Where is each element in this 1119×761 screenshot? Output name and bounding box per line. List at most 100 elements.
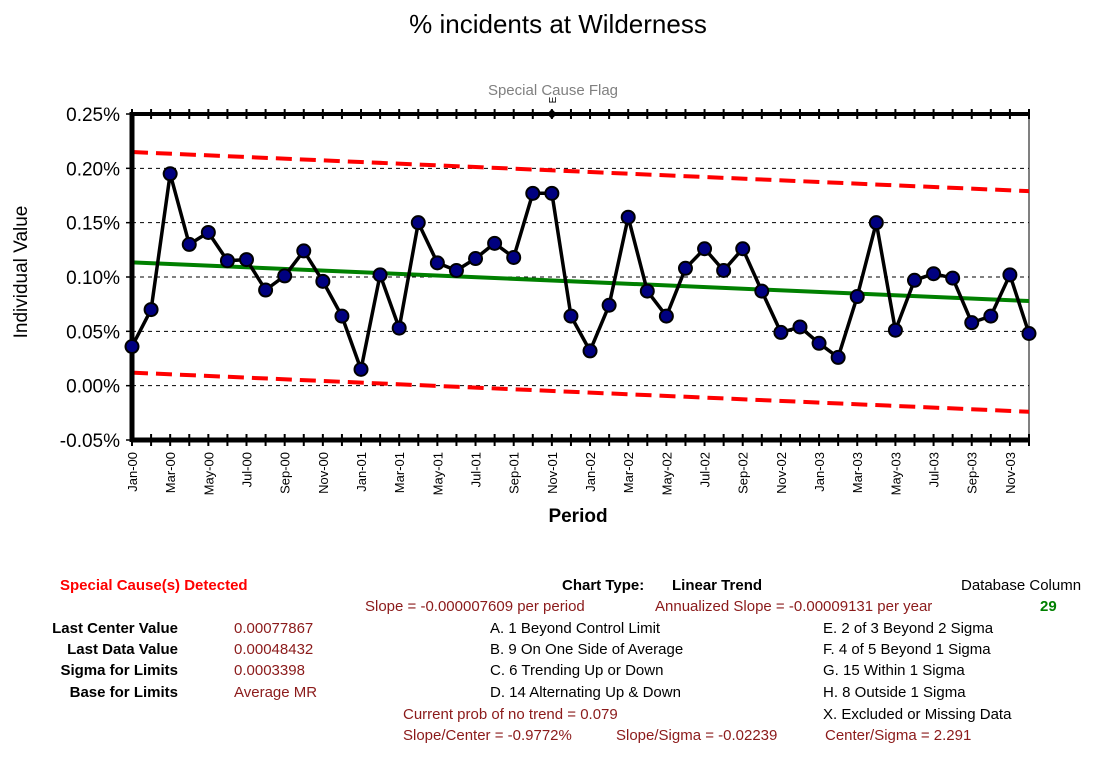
control-chart: % incidents at Wilderness Special Cause … <box>11 9 1037 527</box>
data-point <box>1021 326 1037 342</box>
x-tick-label: Mar-02 <box>621 452 636 493</box>
special-cause-detected: Special Cause(s) Detected <box>60 577 248 594</box>
x-tick-label: Jul-00 <box>240 452 255 487</box>
lower-control-limit <box>131 370 1030 414</box>
stat-value: 0.00077867 <box>234 620 314 637</box>
data-point <box>906 272 922 288</box>
data-point <box>582 343 598 359</box>
data-point <box>448 262 464 278</box>
stat-label: Last Data Value <box>67 641 178 658</box>
y-tick-label: 0.10% <box>66 268 120 289</box>
x-tick-label: Mar-00 <box>163 452 178 493</box>
data-point <box>239 252 255 268</box>
x-tick-label: Jan-01 <box>354 452 369 492</box>
y-tick-label: 0.15% <box>66 214 120 235</box>
data-point <box>258 282 274 298</box>
data-point <box>964 315 980 331</box>
stat-label: Last Center Value <box>52 620 178 637</box>
stat-value: 0.00048432 <box>234 641 314 658</box>
data-point <box>639 283 655 299</box>
rule-item: D. 14 Alternating Up & Down <box>490 684 681 701</box>
x-tick-label: Sep-03 <box>965 452 980 494</box>
special-cause-marker <box>546 109 557 119</box>
data-point <box>353 361 369 377</box>
stat-value: 0.0003398 <box>234 662 305 679</box>
x-tick-label: Jan-03 <box>812 452 827 492</box>
upper-control-limit <box>131 150 1030 194</box>
x-tick-label: Jul-02 <box>698 452 713 487</box>
slope-sigma-ratio: Slope/Sigma = -0.02239 <box>616 727 778 744</box>
data-point <box>887 322 903 338</box>
rule-item: H. 8 Outside 1 Sigma <box>823 684 966 701</box>
rule-item: C. 6 Trending Up or Down <box>490 662 664 679</box>
data-point <box>868 215 884 231</box>
data-point <box>219 253 235 269</box>
chart-title: % incidents at Wilderness <box>409 9 707 39</box>
special-cause-flag-code: E <box>548 96 559 103</box>
data-point <box>296 243 312 259</box>
y-tick-label: 0.25% <box>66 105 120 126</box>
data-point <box>429 255 445 271</box>
y-ticks: -0.05% 0.00% 0.05% 0.10% 0.15% 0.20% 0.25% <box>60 105 132 452</box>
rule-item: G. 15 Within 1 Sigma <box>823 662 965 679</box>
x-tick-label: Mar-03 <box>850 452 865 493</box>
stat-label: Sigma for Limits <box>60 662 178 679</box>
data-point <box>1002 267 1018 283</box>
data-point <box>926 266 942 282</box>
data-point <box>525 185 541 201</box>
center-sigma-ratio: Center/Sigma = 2.291 <box>825 727 972 744</box>
slope-center-ratio: Slope/Center = -0.9772% <box>403 727 572 744</box>
x-tick-label: Nov-03 <box>1003 452 1018 494</box>
data-series <box>124 166 1037 377</box>
special-cause-flag-label: Special Cause Flag <box>488 82 618 99</box>
x-tick-label: Nov-01 <box>545 452 560 494</box>
x-tick-label: May-02 <box>659 452 674 495</box>
data-point <box>181 236 197 252</box>
data-point <box>811 335 827 351</box>
x-tick-label: Jul-01 <box>469 452 484 487</box>
data-point <box>677 260 693 276</box>
data-point <box>620 209 636 225</box>
rule-item: X. Excluded or Missing Data <box>823 706 1012 723</box>
data-point <box>544 185 560 201</box>
x-tick-label: Jul-03 <box>927 452 942 487</box>
data-point <box>200 224 216 240</box>
stat-label: Base for Limits <box>69 684 178 701</box>
data-point <box>315 273 331 289</box>
grid <box>132 113 1030 440</box>
data-point <box>716 262 732 278</box>
x-tick-label: Nov-02 <box>774 452 789 494</box>
special-cause-flags: E <box>546 96 559 119</box>
data-point <box>143 302 159 318</box>
x-tick-label: Sep-00 <box>278 452 293 494</box>
data-point <box>945 270 961 286</box>
data-point <box>506 249 522 265</box>
rule-item: B. 9 On One Side of Average <box>490 641 684 658</box>
x-tick-label: Sep-02 <box>736 452 751 494</box>
data-point <box>754 283 770 299</box>
rule-item: F. 4 of 5 Beyond 1 Sigma <box>823 641 991 658</box>
data-point <box>410 215 426 231</box>
slope-text: Slope = -0.000007609 per period <box>365 598 585 615</box>
x-tick-label: Mar-01 <box>392 452 407 493</box>
y-tick-label: 0.20% <box>66 159 120 180</box>
x-tick-label: May-03 <box>888 452 903 495</box>
x-tick-label: May-01 <box>430 452 445 495</box>
data-point <box>830 349 846 365</box>
rule-item: A. 1 Beyond Control Limit <box>490 620 661 637</box>
trend-probability: Current prob of no trend = 0.079 <box>403 706 618 723</box>
database-column-value: 29 <box>1040 598 1057 615</box>
x-axis-label: Period <box>548 506 607 527</box>
data-point <box>849 289 865 305</box>
data-point <box>391 320 407 336</box>
x-tick-label: Sep-01 <box>507 452 522 494</box>
y-axis-label: Individual Value <box>11 206 32 339</box>
x-tick-label: Jan-02 <box>583 452 598 492</box>
data-point <box>487 235 503 251</box>
data-point <box>162 166 178 182</box>
y-tick-label: -0.05% <box>60 431 120 452</box>
stat-value: Average MR <box>234 684 318 701</box>
data-point <box>792 319 808 335</box>
data-point <box>697 241 713 257</box>
chart-type-label: Chart Type: <box>562 577 645 594</box>
